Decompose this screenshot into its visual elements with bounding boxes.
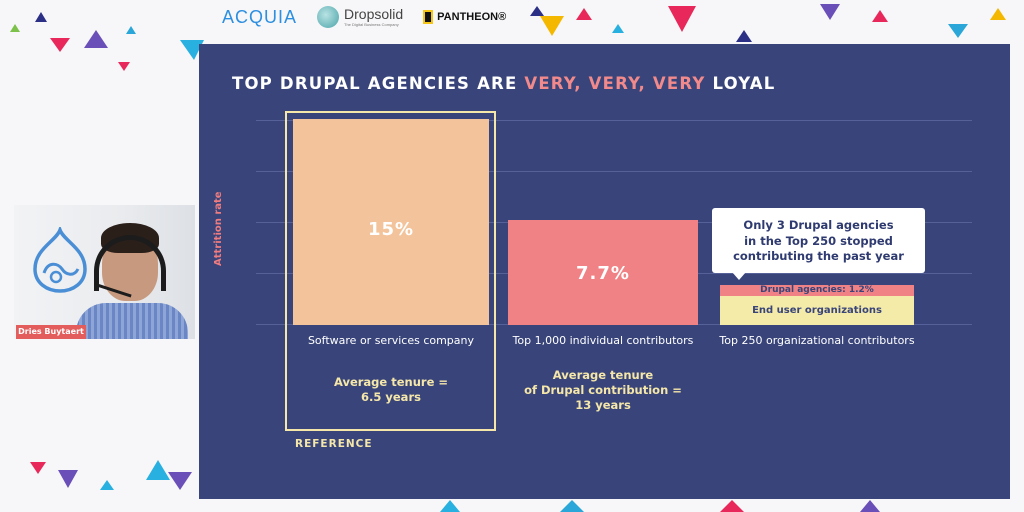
bar-value-label: 15%	[367, 219, 415, 240]
confetti-triangle	[872, 10, 888, 22]
sponsor-logos: ACQUIA Dropsolid The Digital Business Co…	[222, 4, 506, 30]
category-label: Top 1,000 individual contributors	[512, 334, 694, 347]
tenure-line: Average tenure =	[333, 375, 449, 389]
tenure-line: Average tenure	[552, 368, 654, 382]
acquia-logo: ACQUIA	[222, 6, 298, 27]
tenure-line: of Drupal contribution =	[524, 383, 682, 397]
tenure-line: 6.5 years	[361, 390, 421, 404]
confetti-triangle	[10, 24, 20, 32]
reference-highlight-box	[285, 111, 496, 431]
confetti-triangle	[118, 62, 130, 71]
bar-value-label: 7.7%	[576, 263, 630, 284]
confetti-triangle	[50, 38, 70, 52]
confetti-triangle	[560, 500, 584, 512]
tenure-note-software: Average tenure = 6.5 years	[293, 375, 489, 405]
confetti-triangle	[30, 462, 46, 474]
confetti-triangle	[612, 24, 624, 33]
presentation-slide: TOP DRUPAL AGENCIES ARE VERY, VERY, VERY…	[199, 44, 1010, 499]
slide-title: TOP DRUPAL AGENCIES ARE VERY, VERY, VERY…	[232, 74, 775, 93]
confetti-triangle	[35, 12, 47, 22]
bar-software-services: 15%	[293, 119, 489, 325]
bar-top-1000-contributors: 7.7%	[508, 220, 698, 325]
pantheon-logo: PANTHEON®	[423, 10, 506, 24]
confetti-triangle	[530, 6, 544, 16]
callout-pointer	[732, 272, 746, 280]
dropsolid-name: Dropsolid	[344, 6, 404, 22]
confetti-triangle	[58, 470, 78, 488]
bar-end-user-organizations: End user organizations	[720, 296, 914, 325]
reference-label: REFERENCE	[295, 438, 373, 450]
confetti-triangle	[576, 8, 592, 20]
dropsolid-logo: Dropsolid The Digital Business Company	[317, 6, 403, 28]
confetti-triangle	[736, 30, 752, 42]
headset-icon	[94, 235, 166, 291]
confetti-triangle	[146, 460, 170, 480]
confetti-triangle	[84, 30, 108, 48]
gridline	[256, 120, 972, 121]
callout-line: contributing the past year	[733, 249, 904, 263]
callout-line: Only 3 Drupal agencies	[743, 218, 894, 232]
dropsolid-tagline: The Digital Business Company	[344, 22, 399, 27]
confetti-triangle	[168, 472, 192, 490]
confetti-triangle	[948, 24, 968, 38]
category-label: Software or services company	[307, 334, 475, 347]
presenter-name-badge: Dries Buytaert	[16, 325, 86, 339]
confetti-triangle	[180, 40, 204, 60]
confetti-triangle	[860, 500, 880, 512]
confetti-triangle	[820, 4, 840, 20]
y-axis-label: Attrition rate	[213, 191, 224, 266]
slide-title-highlight: VERY, VERY, VERY	[524, 74, 706, 93]
confetti-triangle	[990, 8, 1006, 20]
category-label: Top 250 organizational contributors	[719, 334, 915, 347]
pantheon-name: PANTHEON®	[437, 11, 507, 23]
confetti-triangle	[126, 26, 136, 34]
tenure-note-contributors: Average tenure of Drupal contribution = …	[503, 368, 703, 413]
drupal-drop-icon	[33, 227, 87, 293]
callout-bubble: Only 3 Drupal agencies in the Top 250 st…	[712, 208, 925, 273]
bar-drupal-agencies: Drupal agencies: 1.2%	[720, 285, 914, 296]
slide-title-prefix: TOP DRUPAL AGENCIES ARE	[232, 74, 525, 93]
confetti-triangle	[100, 480, 114, 490]
dropsolid-drop-icon	[317, 6, 340, 28]
confetti-triangle	[540, 16, 564, 36]
gridline	[256, 171, 972, 172]
pantheon-icon	[423, 10, 434, 24]
callout-line: in the Top 250 stopped	[744, 233, 893, 248]
presenter-shirt	[76, 303, 188, 339]
tenure-line: 13 years	[575, 398, 631, 412]
confetti-triangle	[720, 500, 744, 512]
confetti-triangle	[668, 6, 696, 32]
presenter-video[interactable]: Dries Buytaert	[14, 205, 195, 339]
confetti-triangle	[440, 500, 460, 512]
slide-title-suffix: LOYAL	[705, 74, 776, 93]
